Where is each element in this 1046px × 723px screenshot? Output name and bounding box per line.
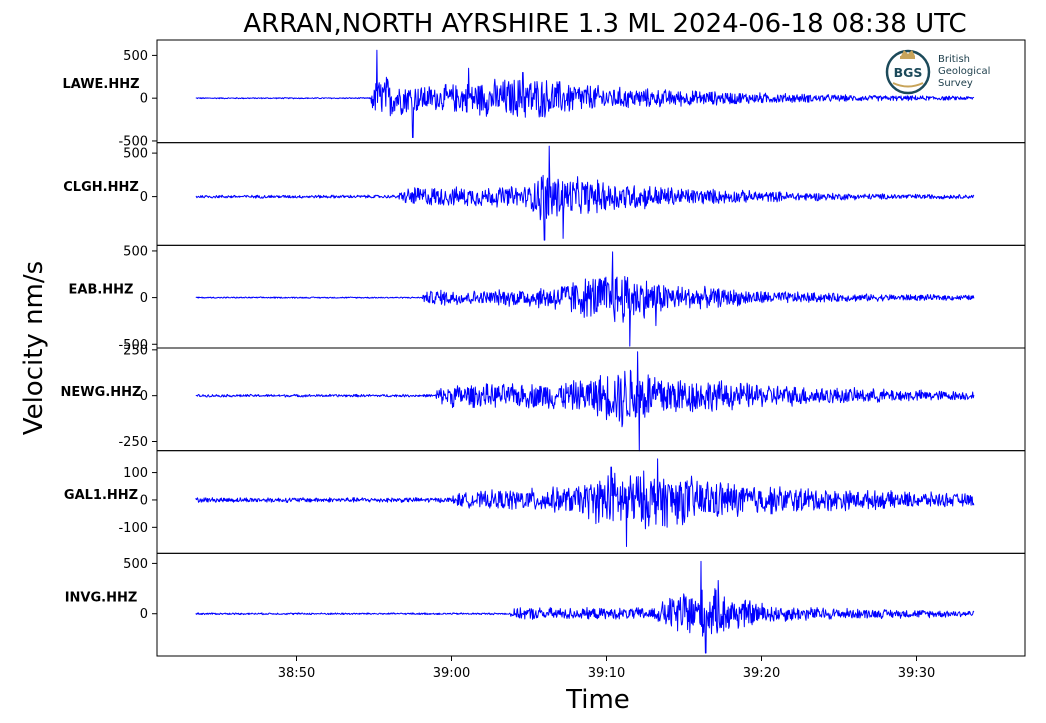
- station-label: INVG.HHZ: [65, 590, 138, 605]
- y-tick-label: 500: [123, 244, 148, 259]
- y-tick-label: 0: [140, 607, 148, 622]
- logo-ring: [885, 49, 931, 95]
- logo-mark: BGS: [894, 65, 923, 80]
- station-label: EAB.HHZ: [69, 282, 134, 297]
- waveform-trace: [195, 145, 975, 241]
- y-tick-label: 100: [123, 466, 148, 481]
- logo-line-2: Geological: [938, 66, 990, 77]
- waveform-trace: [195, 49, 975, 138]
- waveform-trace: [195, 458, 975, 547]
- y-tick-label: 0: [140, 389, 148, 404]
- y-tick-label: 0: [140, 92, 148, 107]
- station-label: LAWE.HHZ: [62, 77, 139, 92]
- station-panel: INVG.HHZ 500 0: [65, 552, 1026, 657]
- y-tick-label: -500: [118, 338, 148, 353]
- x-tick-label: 39:20: [743, 666, 780, 681]
- logo-line-3: Survey: [938, 78, 973, 89]
- waveform-trace: [195, 560, 975, 654]
- x-axis-label: Time: [565, 685, 630, 715]
- y-tick-label: -500: [118, 134, 148, 149]
- station-panel: LAWE.HHZ 500 0 -500: [62, 39, 1026, 149]
- time-axis: 38:50 39:00 39:10 39:20 39:30: [278, 656, 935, 681]
- crown-icon: [901, 50, 915, 56]
- y-tick-label: -100: [118, 521, 148, 536]
- y-tick-label: 250: [123, 343, 148, 358]
- station-label: CLGH.HHZ: [63, 180, 139, 195]
- station-panel: NEWG.HHZ 250 0 -250: [61, 343, 1026, 452]
- station-panel: GAL1.HHZ 100 0 -100: [64, 450, 1026, 554]
- waveform-trace: [195, 251, 975, 347]
- y-tick-label: 0: [140, 190, 148, 205]
- x-tick-label: 39:30: [898, 666, 935, 681]
- y-tick-label: 500: [123, 147, 148, 162]
- x-tick-label: 39:10: [588, 666, 625, 681]
- crown-base: [900, 56, 915, 59]
- y-tick-label: 500: [123, 49, 148, 64]
- x-tick-label: 39:00: [433, 666, 470, 681]
- station-panel: CLGH.HHZ 500 0: [63, 142, 1026, 246]
- y-tick-label: -250: [118, 435, 148, 450]
- logo-line-1: British: [938, 54, 970, 65]
- station-panel: EAB.HHZ 500 0 -500: [69, 244, 1026, 353]
- station-label: GAL1.HHZ: [64, 488, 138, 503]
- logo-swoosh: [892, 82, 924, 88]
- bgs-logo: BGS British Geological Survey: [885, 49, 990, 95]
- station-label: NEWG.HHZ: [61, 385, 142, 400]
- y-tick-label: 500: [123, 557, 148, 572]
- waveform-trace: [195, 351, 975, 452]
- y-tick-label: 0: [140, 493, 148, 508]
- chart-title: ARRAN,NORTH AYRSHIRE 1.3 ML 2024-06-18 0…: [243, 9, 966, 39]
- panel-frame: [156, 552, 1026, 657]
- station-panels: LAWE.HHZ 500 0 -500 CLGH.HHZ 500 0 EAB.HHZ 500 0 -…: [61, 39, 1026, 657]
- y-axis-label: Velocity nm/s: [19, 261, 49, 435]
- y-tick-label: 0: [140, 291, 148, 306]
- x-tick-label: 38:50: [278, 666, 315, 681]
